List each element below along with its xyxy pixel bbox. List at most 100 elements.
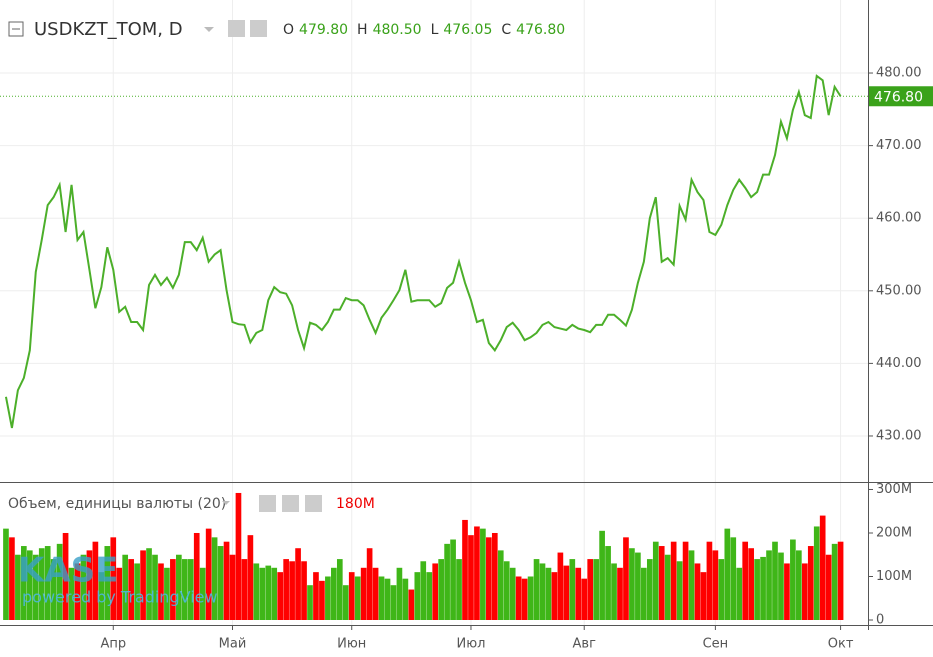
- volume-bar: [825, 554, 832, 620]
- volume-bar: [408, 589, 415, 620]
- volume-bar: [450, 539, 456, 620]
- volume-bar: [772, 541, 778, 620]
- volume-bar: [331, 567, 337, 620]
- volume-bar: [718, 559, 725, 620]
- volume-bar: [74, 563, 81, 620]
- volume-bar: [801, 563, 808, 620]
- volume-bar: [223, 541, 230, 620]
- volume-settings-icon[interactable]: [282, 495, 299, 512]
- volume-bar: [497, 550, 504, 620]
- volume-bar: [128, 559, 134, 620]
- volume-bar: [396, 567, 403, 620]
- volume-bar: [724, 528, 731, 620]
- volume-bar: [229, 554, 236, 620]
- volume-bar: [205, 528, 212, 620]
- volume-bar: [366, 548, 373, 620]
- volume-bar: [742, 541, 749, 620]
- ohlc-value: 476.80: [516, 22, 565, 38]
- ohlc-value: 480.50: [373, 22, 422, 38]
- volume-bar: [187, 559, 194, 620]
- dropdown-arrow[interactable]: [204, 27, 214, 32]
- x-tick-label: Май: [219, 637, 247, 652]
- x-tick-label: Авг: [573, 637, 597, 652]
- volume-bar: [491, 532, 498, 620]
- volume-bar: [402, 578, 409, 620]
- volume-bar: [688, 550, 695, 620]
- ohlc-label: C: [501, 22, 511, 38]
- volume-bar: [104, 546, 111, 620]
- volume-bar: [32, 554, 39, 620]
- settings-icon[interactable]: [250, 20, 267, 37]
- volume-bar: [557, 552, 564, 620]
- volume-bar: [80, 554, 87, 620]
- volume-bar: [736, 567, 743, 620]
- y2-tick-label: 0: [876, 612, 884, 627]
- y2-tick-label: 200M: [876, 525, 912, 540]
- y2-tick-label: 300M: [876, 482, 912, 497]
- volume-bar: [68, 567, 75, 620]
- x-tick-label: Июн: [337, 637, 366, 652]
- volume-bar: [342, 585, 349, 620]
- x-tick-label: Июл: [456, 637, 485, 652]
- y-tick-label: 470.00: [876, 138, 922, 153]
- volume-close-icon[interactable]: [305, 495, 322, 512]
- volume-bar: [706, 541, 713, 620]
- volume-bar: [712, 550, 719, 620]
- ohlc-label: O: [283, 22, 294, 38]
- volume-bar: [730, 537, 737, 620]
- volume-bar: [98, 572, 105, 620]
- volume-bar: [26, 550, 33, 620]
- volume-bar: [110, 537, 117, 620]
- volume-bar: [533, 559, 540, 620]
- collapse-icon[interactable]: [8, 21, 24, 37]
- volume-bar: [700, 572, 707, 620]
- volume-bar: [38, 548, 45, 620]
- volume-bar: [301, 561, 307, 620]
- volume-bar: [307, 585, 313, 620]
- volume-bar: [468, 535, 474, 620]
- volume-bar: [551, 572, 558, 620]
- volume-bar: [486, 537, 492, 620]
- volume-bar: [563, 565, 570, 620]
- volume-bar: [521, 578, 528, 620]
- ohlc-value: 479.80: [299, 22, 348, 38]
- x-tick-label: Апр: [100, 637, 126, 652]
- volume-bar: [652, 541, 659, 620]
- volume-bar: [766, 550, 772, 620]
- visibility-icon[interactable]: [228, 20, 245, 37]
- volume-last-value: 180M: [336, 496, 375, 512]
- volume-bar: [140, 550, 146, 620]
- volume-title: Объем, единицы валюты (20): [8, 496, 226, 512]
- volume-bar: [414, 572, 421, 620]
- volume-bar: [15, 554, 21, 620]
- volume-bar: [462, 519, 468, 620]
- volume-bar: [259, 567, 266, 620]
- volume-visibility-icon[interactable]: [259, 495, 276, 512]
- volume-bar: [313, 572, 319, 620]
- volume-bar: [682, 541, 689, 620]
- volume-dropdown[interactable]: [222, 501, 230, 505]
- y-tick-label: 480.00: [876, 66, 922, 81]
- volume-bar: [170, 559, 176, 620]
- volume-bar: [694, 563, 701, 620]
- volume-bar: [581, 578, 588, 620]
- volume-bar: [748, 548, 754, 620]
- volume-bar: [444, 543, 450, 620]
- volume-bar: [283, 559, 289, 620]
- volume-bar: [56, 543, 63, 620]
- volume-bar: [384, 578, 391, 620]
- volume-bar: [158, 563, 164, 620]
- volume-bar: [181, 559, 188, 620]
- volume-bar: [122, 554, 129, 620]
- y-tick-label: 430.00: [876, 428, 922, 443]
- x-tick-label: Окт: [828, 637, 854, 652]
- volume-bar: [641, 567, 647, 620]
- volume-bar: [515, 576, 522, 620]
- volume-bar: [295, 548, 301, 620]
- volume-bar: [503, 561, 510, 620]
- volume-bar: [378, 576, 385, 620]
- volume-bar: [211, 537, 218, 620]
- watermark-logo: KASE: [18, 551, 118, 591]
- volume-bar: [146, 548, 152, 620]
- volume-bar: [390, 585, 397, 620]
